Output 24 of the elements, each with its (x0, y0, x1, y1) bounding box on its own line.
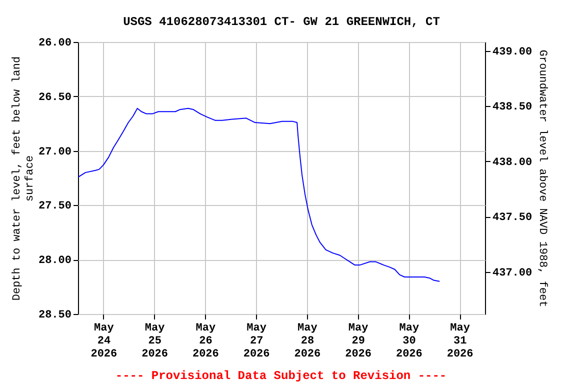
y-tick-label: 27.00 (38, 146, 72, 158)
y-tick-label: 28.50 (38, 310, 72, 322)
x-tick-label: May 29 2026 (345, 322, 372, 360)
y-tick-label: 26.00 (38, 38, 72, 50)
x-tick-label: May 25 2026 (142, 322, 168, 360)
y2-tick-label: 438.00 (492, 156, 532, 169)
y2-axis-title: Groundwater level above NAVD 1988, feet (536, 50, 548, 308)
text: ---- Provisional Data Subject to Revision ---- (115, 369, 447, 383)
y2-tick-label: 437.00 (492, 267, 532, 280)
y-tick-label: 28.00 (38, 255, 72, 268)
x-tick-label: May 24 2026 (90, 322, 118, 360)
y2-tick-label: 437.50 (492, 212, 532, 224)
x-tick-label: May 30 2026 (396, 322, 422, 360)
y2-tick-label: 438.50 (492, 102, 532, 114)
y-axis-title: Depth to water level, feet below land surface (11, 56, 36, 301)
chart-title: USGS 410628073413301 CT- GW 21 GREENWICH, CT (123, 15, 440, 29)
x-tick-label: May 28 2026 (294, 322, 321, 360)
y-tick-label: 27.50 (38, 200, 72, 213)
line-series (78, 108, 440, 282)
y-tick-label: 26.50 (38, 92, 72, 104)
y2-tick-label: 439.00 (492, 46, 532, 58)
x-tick-label: May 31 2026 (446, 322, 474, 360)
x-tick-label: May 27 2026 (243, 322, 270, 360)
x-tick-label: May 26 2026 (192, 322, 219, 360)
